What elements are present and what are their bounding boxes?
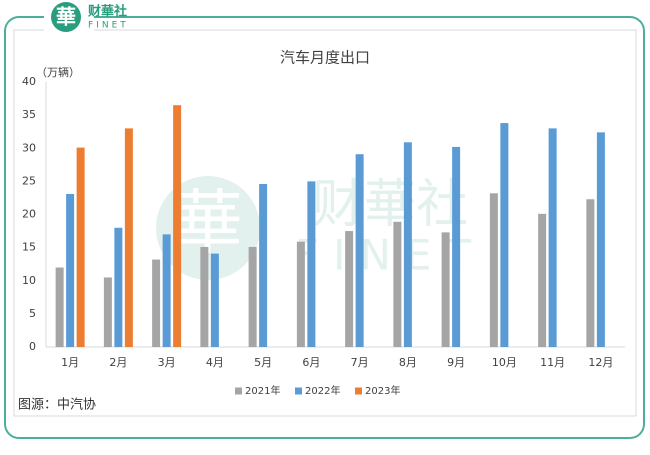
x-tick-label: 3月 bbox=[158, 356, 176, 369]
y-tick-label: 15 bbox=[22, 241, 36, 254]
y-tick-label: 40 bbox=[22, 75, 36, 88]
y-tick-label: 35 bbox=[22, 108, 36, 121]
y-axis-label: （万辆） bbox=[36, 65, 80, 79]
bar bbox=[152, 259, 161, 347]
chart-title: 汽车月度出口 bbox=[280, 49, 370, 67]
x-tick-label: 9月 bbox=[447, 356, 465, 369]
bar bbox=[103, 277, 112, 347]
bar bbox=[55, 267, 64, 347]
logo-name: 财華社 bbox=[88, 4, 127, 20]
y-tick-label: 5 bbox=[29, 307, 36, 320]
x-tick-label: 10月 bbox=[492, 356, 517, 369]
bar bbox=[596, 132, 605, 347]
x-tick-label: 11月 bbox=[540, 356, 565, 369]
x-tick-label: 5月 bbox=[254, 356, 272, 369]
bar bbox=[489, 193, 498, 347]
bar bbox=[307, 181, 316, 347]
bar bbox=[248, 246, 257, 347]
legend-label: 2021年 bbox=[245, 384, 280, 397]
watermark-badge bbox=[156, 176, 260, 280]
bar bbox=[124, 128, 133, 347]
bar bbox=[162, 234, 171, 347]
source: 图源：中汽协 bbox=[18, 398, 96, 413]
x-tick-label: 12月 bbox=[588, 356, 613, 369]
bar bbox=[76, 147, 85, 347]
bar bbox=[441, 232, 450, 347]
bar bbox=[355, 154, 364, 347]
x-tick-label: 6月 bbox=[302, 356, 320, 369]
bar bbox=[210, 253, 219, 347]
logo-mark: 華 bbox=[56, 5, 76, 29]
y-tick-label: 30 bbox=[22, 141, 36, 154]
bar bbox=[586, 199, 595, 347]
bar bbox=[548, 128, 557, 347]
bar bbox=[500, 123, 509, 347]
bar bbox=[66, 193, 75, 347]
watermark-name: 财華社 bbox=[312, 175, 468, 235]
legend-swatch bbox=[295, 387, 302, 395]
bar bbox=[452, 146, 461, 347]
x-tick-label: 4月 bbox=[206, 356, 224, 369]
plot-box bbox=[13, 29, 637, 417]
logo-badge bbox=[51, 2, 81, 32]
bar bbox=[345, 231, 354, 347]
legend-label: 2023年 bbox=[365, 384, 400, 397]
x-tick-label: 7月 bbox=[351, 356, 369, 369]
legend-swatch bbox=[235, 387, 242, 395]
legend-label: 2022年 bbox=[305, 384, 340, 397]
y-tick-label: 10 bbox=[22, 274, 36, 287]
logo-sub: FINET bbox=[88, 21, 129, 31]
bar bbox=[259, 184, 268, 347]
x-tick-label: 1月 bbox=[61, 356, 79, 369]
x-tick-label: 8月 bbox=[399, 356, 417, 369]
bar bbox=[403, 142, 412, 347]
bar bbox=[538, 213, 547, 347]
y-tick-label: 25 bbox=[22, 174, 36, 187]
legend-swatch bbox=[355, 387, 362, 395]
bar bbox=[200, 246, 209, 347]
y-tick-label: 0 bbox=[29, 340, 36, 353]
bar bbox=[114, 227, 123, 347]
x-tick-label: 2月 bbox=[109, 356, 127, 369]
y-tick-label: 20 bbox=[22, 208, 36, 221]
bar bbox=[173, 105, 182, 347]
bar bbox=[296, 241, 305, 347]
bar bbox=[393, 221, 402, 347]
